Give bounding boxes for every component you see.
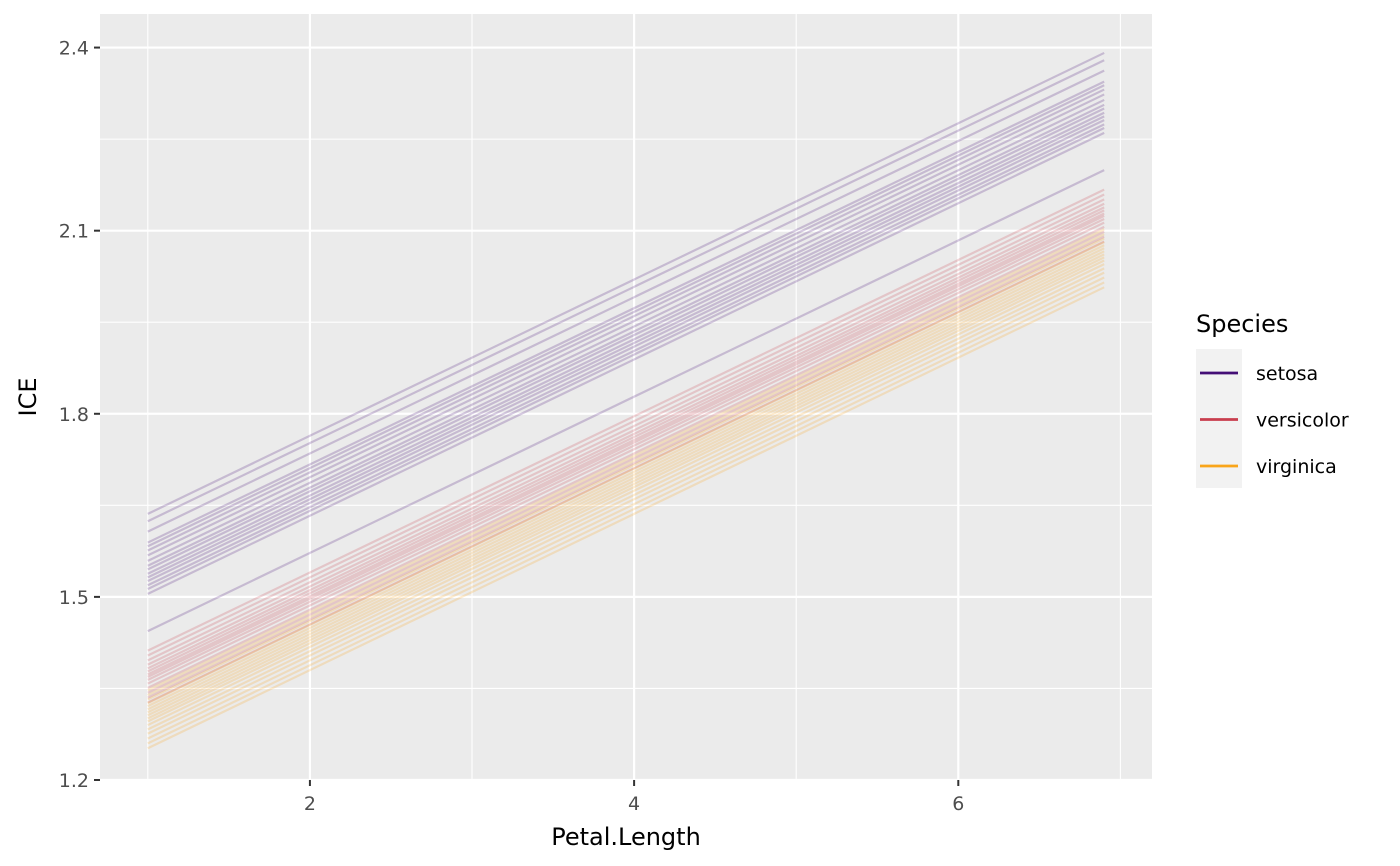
- ice-line-versicolor: [147, 206, 1105, 670]
- ice-line-virginica: [147, 237, 1105, 701]
- x-axis-title: Petal.Length: [551, 823, 701, 851]
- ice-line-versicolor: [147, 198, 1105, 662]
- ice-line-setosa: [147, 131, 1105, 595]
- ice-line-versicolor: [147, 209, 1105, 673]
- ice-line-virginica: [147, 267, 1105, 731]
- axes: 2 4 6 1.2 1.5 1.8 2.1 2.4: [59, 38, 965, 815]
- ice-line-setosa: [147, 51, 1105, 515]
- legend-items: setosa versicolor virginica: [1196, 349, 1349, 488]
- legend-label-versicolor: versicolor: [1256, 410, 1349, 432]
- ice-line-setosa: [147, 107, 1105, 571]
- y-tick-label: 2.1: [59, 221, 89, 243]
- ice-line-setosa: [147, 123, 1105, 587]
- ice-line-versicolor: [147, 230, 1105, 694]
- ice-lines: [147, 51, 1105, 750]
- ice-line-virginica: [147, 286, 1105, 750]
- ice-line-virginica: [147, 241, 1105, 705]
- legend-label-setosa: setosa: [1256, 363, 1318, 385]
- x-tick-label: 6: [952, 793, 964, 815]
- grid-major: [100, 14, 1152, 782]
- ice-line-virginica: [147, 233, 1105, 697]
- ice-line-virginica: [147, 281, 1105, 745]
- ice-line-setosa: [147, 84, 1105, 548]
- ice-line-setosa: [147, 103, 1105, 567]
- ice-line-virginica: [147, 247, 1105, 711]
- y-tick-label: 1.2: [59, 770, 89, 792]
- ice-line-versicolor: [147, 225, 1105, 689]
- ice-line-setosa: [147, 59, 1105, 523]
- plot-panel: [100, 14, 1152, 780]
- ice-line-setosa: [147, 119, 1105, 583]
- legend-label-virginica: virginica: [1256, 456, 1337, 478]
- ice-line-virginica: [147, 271, 1105, 735]
- ice-line-setosa: [147, 98, 1105, 562]
- ice-line-virginica: [147, 263, 1105, 727]
- ice-line-versicolor: [147, 240, 1105, 704]
- ice-line-virginica: [147, 244, 1105, 708]
- ice-line-setosa: [147, 69, 1105, 533]
- ice-line-setosa: [147, 127, 1105, 590]
- ice-line-setosa: [147, 115, 1105, 579]
- ice-line-versicolor: [147, 193, 1105, 657]
- ice-line-setosa: [147, 111, 1105, 575]
- ice-line-versicolor: [147, 188, 1105, 652]
- ice-line-versicolor: [147, 221, 1105, 685]
- y-tick-label: 1.8: [59, 404, 89, 426]
- ice-line-setosa: [147, 169, 1105, 633]
- ice-line-virginica: [147, 276, 1105, 740]
- ice-line-setosa: [147, 88, 1105, 552]
- ice-line-setosa: [147, 93, 1105, 557]
- y-tick-label: 2.4: [59, 38, 89, 60]
- ice-line-versicolor: [147, 217, 1105, 681]
- grid-minor: [100, 14, 1152, 780]
- ice-line-virginica: [147, 253, 1105, 717]
- legend-title: Species: [1196, 310, 1288, 338]
- y-axis-title: ICE: [14, 378, 42, 417]
- x-tick-label: 4: [628, 793, 640, 815]
- ice-line-virginica: [147, 250, 1105, 714]
- ice-line-setosa: [147, 80, 1105, 544]
- y-tick-label: 1.5: [59, 587, 89, 609]
- ice-line-virginica: [147, 228, 1105, 692]
- ice-line-versicolor: [147, 235, 1105, 699]
- ice-line-virginica: [147, 256, 1105, 720]
- legend: Species setosa versicolor virginica: [1196, 310, 1349, 488]
- x-tick-label: 2: [304, 793, 316, 815]
- ice-line-versicolor: [147, 214, 1105, 678]
- ice-line-virginica: [147, 259, 1105, 723]
- ice-line-versicolor: [147, 212, 1105, 676]
- ice-line-versicolor: [147, 202, 1105, 666]
